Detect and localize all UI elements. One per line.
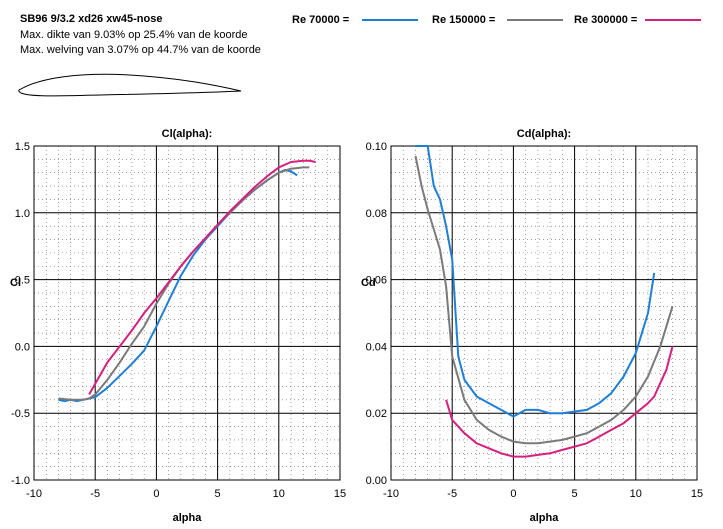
- legend-label-re150000: Re 150000 =: [432, 14, 496, 26]
- legend-label-re300000: Re 300000 =: [574, 14, 638, 26]
- cl-chart-title: Cl(alpha):: [162, 128, 213, 140]
- cd-chart: -10 -5 0 5 10 15 0.00 0.02 0.04 0.06 0.08 0.10 Cd(al…: [361, 128, 703, 524]
- cd-x-tick-label: 10: [630, 488, 642, 500]
- cl-plot-frame: [33, 145, 341, 481]
- cl-y-tick-label: -0.5: [11, 408, 30, 420]
- airfoil-title: SB96 9/3.2 xd26 xw45-nose: [20, 13, 163, 25]
- cl-y-tick-label: 1.0: [15, 208, 30, 220]
- cd-x-tick-label: 5: [572, 488, 578, 500]
- cl-y-tick-label: -1.0: [11, 475, 30, 487]
- airfoil-profile: [18, 73, 242, 97]
- cd-y-tick-label: 0.04: [366, 341, 387, 353]
- legend-line-re150000: [507, 19, 563, 21]
- cd-y-axis-label: Cd: [361, 277, 376, 289]
- legend-line-re300000: [645, 19, 701, 21]
- cd-chart-title: Cd(alpha):: [517, 128, 571, 140]
- cd-y-tick-label: 0.08: [366, 208, 387, 220]
- cl-y-axis-label: Cl: [10, 277, 21, 289]
- cd-y-tick-label: 0.00: [366, 475, 387, 487]
- cd-y-tick-label: 0.10: [366, 141, 387, 153]
- cl-y-tick-label: 0.5: [15, 275, 30, 287]
- cd-series-line-re70000: [415, 145, 656, 418]
- cd-series-line-re150000: [414, 155, 674, 445]
- cl-series-line-re70000: [58, 169, 298, 403]
- cd-plot-frame: [390, 145, 698, 481]
- cl-x-tick-label: -5: [90, 488, 100, 500]
- cl-series-line-re150000: [58, 166, 310, 401]
- cd-x-tick-label: 15: [691, 488, 703, 500]
- cd-x-tick-label: 0: [510, 488, 516, 500]
- cd-y-tick-label: 0.06: [366, 275, 387, 287]
- cd-x-tick-label: -5: [447, 488, 457, 500]
- cl-series-line-re300000: [88, 159, 316, 395]
- cl-x-tick-label: -10: [26, 488, 42, 500]
- cl-y-tick-label: 1.5: [15, 141, 30, 153]
- cl-x-tick-label: 0: [153, 488, 159, 500]
- cl-x-tick-label: 15: [334, 488, 346, 500]
- cd-y-tick-label: 0.02: [366, 408, 387, 420]
- cl-chart: -10 -5 0 5 10 15 -1.0 -0.5 0.0 0.5 1.0 1.5 Cl(alpha)…: [10, 128, 346, 524]
- legend-label-re70000: Re 70000 =: [292, 14, 350, 26]
- cd-x-axis-label: alpha: [530, 512, 560, 524]
- cl-x-tick-label: 10: [273, 488, 285, 500]
- cd-x-tick-label: -10: [383, 488, 399, 500]
- cd-series-line-re300000: [445, 346, 674, 458]
- cl-x-axis-label: alpha: [173, 512, 203, 524]
- cl-y-tick-label: 0.0: [15, 341, 30, 353]
- camber-info: Max. welving van 3.07% op 44.7% van de k…: [20, 44, 261, 56]
- thickness-info: Max. dikte van 9.03% op 25.4% van de koo…: [20, 29, 248, 41]
- legend-line-re70000: [362, 19, 418, 21]
- cl-x-tick-label: 5: [215, 488, 221, 500]
